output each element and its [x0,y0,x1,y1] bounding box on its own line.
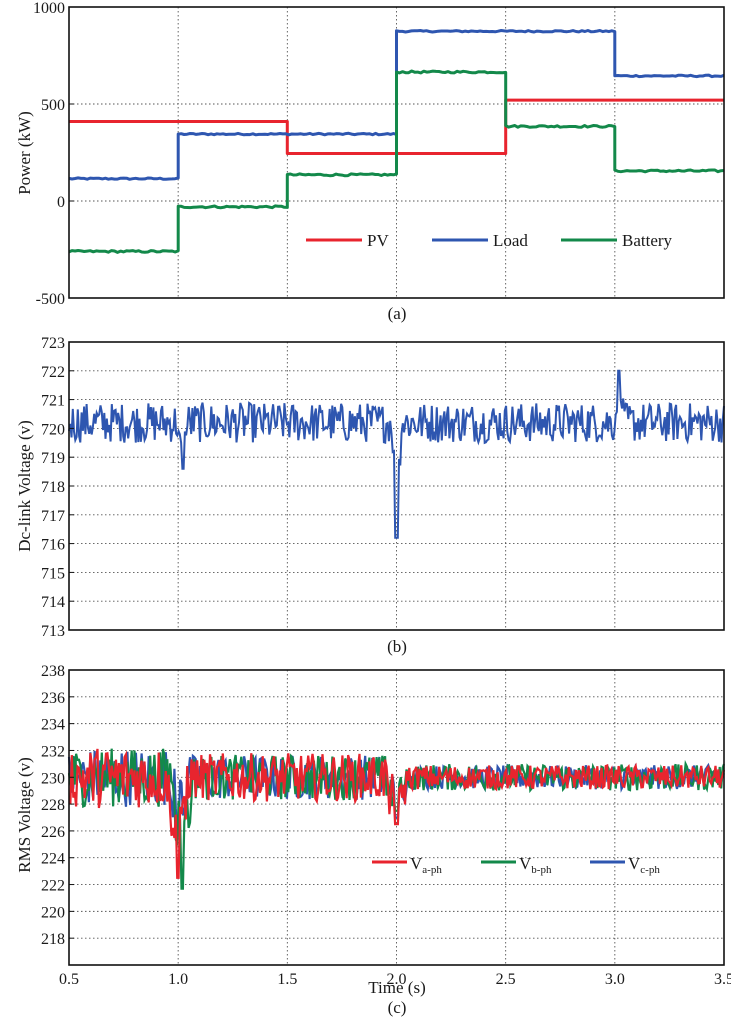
legend-subscript: a-ph [422,864,442,876]
legend-subscript: c-ph [640,864,660,876]
series-line-va-ph [68,748,726,879]
y-tick-label: 238 [41,663,65,680]
series-layer [68,29,725,254]
panel-caption: (a) [388,304,407,323]
y-tick-label: 714 [41,594,65,611]
y-tick-label: 220 [41,904,65,921]
y-tick-label: 226 [41,824,65,841]
legend-label-load: Load [493,231,528,250]
legend: PV Load Battery [306,231,673,250]
y-tick-label: 720 [41,421,65,438]
y-tick-label: 234 [41,717,65,734]
y-ticks: 218 220 222 224 226 228 230 232 234 236 238 [41,663,74,948]
y-axis-label: RMS Voltage (v) [15,757,34,873]
y-tick-label: 715 [41,565,65,582]
y-tick-label: 717 [41,508,65,525]
y-ticks: 713 714 715 716 717 718 719 720 721 722 723 [41,335,74,640]
panel-caption: (b) [387,637,407,656]
y-tick-label: 224 [41,851,65,868]
y-tick-label: 0 [57,194,65,211]
y-tick-label: 721 [41,393,65,410]
y-tick-label: 228 [41,797,65,814]
y-axis-label: Power (kW) [15,111,34,195]
y-tick-label: 716 [41,537,65,554]
x-tick-label: 2.5 [496,971,516,988]
panel-a: Power (kW) -500 0 500 1000 PV Load Battery (a… [15,0,725,323]
y-tick-label: 719 [41,450,65,467]
x-tick-label: 3.5 [714,971,731,988]
y-tick-label: 218 [41,931,65,948]
legend-label-battery: Battery [622,231,673,250]
legend-label-vc-ph: Vc-ph [628,854,660,876]
panel-c: RMS Voltage (v) 218 220 222 224 226 228 230 232… [15,663,731,1017]
panel-b: Dc-link Voltage (v) 71371471571671771871… [15,335,725,656]
panel-caption: (c) [388,998,407,1017]
x-tick-label: 1.0 [168,971,188,988]
legend-subscript: b-ph [531,864,552,876]
x-tick-label: 3.0 [605,971,625,988]
gridlines [69,342,724,630]
series-layer [68,369,725,539]
y-tick-label: 500 [41,97,65,114]
legend-label-vb-ph: Vb-ph [519,854,552,876]
x-tick-label: 1.5 [277,971,297,988]
y-tick-label: 230 [41,770,65,787]
series-layer [67,748,726,890]
series-line-vdc [68,369,725,539]
x-tick-label: 2.0 [387,971,407,988]
y-axis-label: Dc-link Voltage (v) [15,420,34,552]
y-tick-label: 1000 [33,0,65,17]
y-tick-label: 718 [41,479,65,496]
series-line-battery [68,69,725,254]
y-tick-label: 236 [41,690,65,707]
plot-frame [68,6,725,299]
plot-frame [68,669,725,966]
legend-label-pv: PV [367,231,389,250]
x-axis-label: Time (s) [368,978,425,997]
y-tick-label: 713 [41,623,65,640]
y-tick-label: 723 [41,335,65,352]
x-tick-label: 0.5 [59,971,79,988]
y-tick-label: 232 [41,743,65,760]
y-tick-label: 222 [41,878,65,895]
y-tick-label: -500 [36,291,65,308]
y-ticks: -500 0 500 1000 [33,0,74,308]
x-ticks: 0.5 1.0 1.5 2.0 2.5 3.0 3.5 [59,971,731,988]
y-tick-label: 722 [41,364,65,381]
